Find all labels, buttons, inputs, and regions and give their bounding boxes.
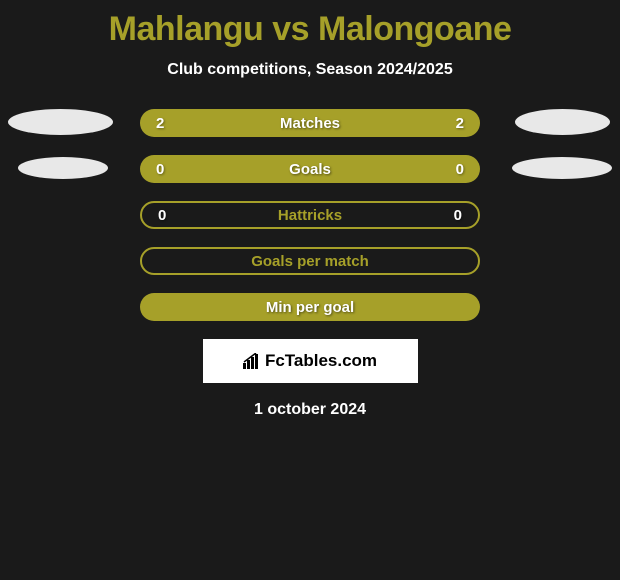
date-text: 1 october 2024 bbox=[0, 401, 620, 419]
stat-label: Goals per match bbox=[251, 253, 369, 270]
stat-value-right: 2 bbox=[444, 115, 464, 132]
stat-row-goals: 0 Goals 0 bbox=[140, 155, 480, 183]
brand-text: FcTables.com bbox=[265, 351, 377, 371]
stat-label: Hattricks bbox=[278, 207, 342, 224]
stat-value-left: 2 bbox=[156, 115, 176, 132]
avatar-placeholder-shape bbox=[8, 109, 113, 135]
stats-rows: 2 Matches 2 0 Goals 0 0 Hattricks 0 Goal… bbox=[140, 109, 480, 321]
stat-value-right: 0 bbox=[444, 161, 464, 178]
avatar-placeholder-shape bbox=[18, 157, 108, 179]
stat-row-matches: 2 Matches 2 bbox=[140, 109, 480, 137]
avatar-placeholder-shape bbox=[512, 157, 612, 179]
stat-value-left: 0 bbox=[158, 207, 178, 224]
player2-avatar bbox=[515, 109, 612, 179]
comparison-widget: Mahlangu vs Malongoane Club competitions… bbox=[0, 0, 620, 419]
subtitle: Club competitions, Season 2024/2025 bbox=[0, 61, 620, 79]
stats-area: 2 Matches 2 0 Goals 0 0 Hattricks 0 Goal… bbox=[0, 109, 620, 321]
stat-value-right: 0 bbox=[442, 207, 462, 224]
brand-box[interactable]: FcTables.com bbox=[203, 339, 418, 383]
stat-label: Goals bbox=[289, 161, 331, 178]
stat-label: Matches bbox=[280, 115, 340, 132]
stat-value-left: 0 bbox=[156, 161, 176, 178]
page-title: Mahlangu vs Malongoane bbox=[0, 10, 620, 49]
stat-label: Min per goal bbox=[266, 299, 354, 316]
vs-text: vs bbox=[272, 10, 309, 48]
stat-row-min-per-goal: Min per goal bbox=[140, 293, 480, 321]
player1-avatar bbox=[8, 109, 113, 179]
avatar-placeholder-shape bbox=[515, 109, 610, 135]
chart-icon bbox=[243, 353, 261, 369]
player1-name: Mahlangu bbox=[109, 10, 264, 48]
player2-name: Malongoane bbox=[318, 10, 511, 48]
stat-row-hattricks: 0 Hattricks 0 bbox=[140, 201, 480, 229]
stat-row-goals-per-match: Goals per match bbox=[140, 247, 480, 275]
